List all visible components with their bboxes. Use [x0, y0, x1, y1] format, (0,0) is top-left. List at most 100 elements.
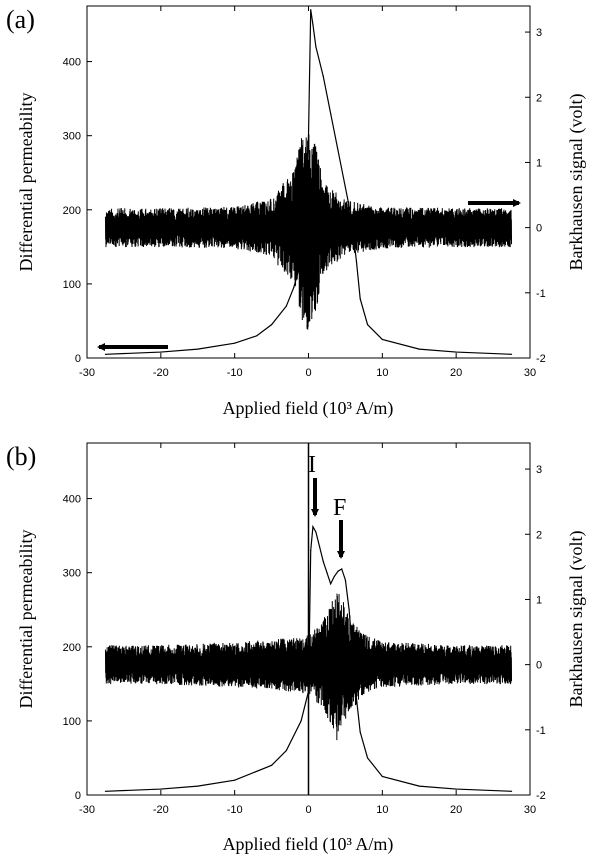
- permeability-point: [104, 790, 107, 792]
- permeability-point: [510, 353, 513, 355]
- x-tick-label: 10: [376, 804, 388, 816]
- y2-tick-label: 0: [536, 223, 542, 235]
- permeability-point: [285, 305, 287, 307]
- permeability-point: [333, 575, 335, 577]
- permeability-point: [355, 261, 358, 263]
- permeability-point: [293, 287, 295, 289]
- permeability-point: [310, 549, 312, 552]
- x-tick-label: 10: [376, 367, 388, 379]
- permeability-point: [381, 775, 383, 778]
- y2-tick-label: -2: [536, 790, 546, 802]
- y-tick-label: 400: [63, 57, 81, 69]
- permeability-point: [300, 720, 302, 722]
- y2-tick-label: 2: [536, 92, 542, 104]
- y-tick-label: 400: [63, 494, 81, 506]
- permeability-curve: [104, 9, 513, 355]
- y2-axis-title: Barkhausen signal (volt): [566, 531, 587, 708]
- x-axis-title: Applied field (10³ A/m): [223, 398, 394, 419]
- panel-label: (a): [6, 5, 35, 34]
- permeability-point: [310, 9, 312, 11]
- permeability-point: [344, 186, 347, 189]
- x-tick-label: -20: [153, 367, 169, 379]
- y-tick-label: 300: [63, 568, 81, 580]
- x-tick-label: -30: [79, 804, 95, 816]
- x-tick-label: -30: [79, 367, 95, 379]
- y-tick-label: 0: [75, 790, 81, 802]
- y-tick-label: 300: [63, 131, 81, 143]
- permeability-point: [160, 351, 162, 353]
- permeability-point: [304, 216, 306, 218]
- permeability-point: [234, 342, 236, 344]
- permeability-point: [510, 790, 513, 792]
- permeability-point: [330, 583, 332, 585]
- permeability-point: [315, 531, 317, 533]
- x-tick-label: -10: [227, 367, 243, 379]
- permeability-line: [105, 9, 512, 355]
- y2-tick-label: 1: [536, 157, 542, 169]
- permeability-point: [104, 353, 107, 355]
- barkhausen-signal: [104, 134, 513, 330]
- annotation-I: I: [308, 452, 316, 478]
- x-tick-label: 0: [305, 804, 311, 816]
- permeability-line: [105, 524, 512, 792]
- barkhausen-signal-trace: [104, 134, 513, 330]
- permeability-point: [270, 764, 273, 766]
- permeability-point: [350, 216, 352, 218]
- permeability-point: [359, 298, 361, 300]
- y-tick-label: 0: [75, 353, 81, 365]
- permeability-point: [285, 749, 287, 752]
- permeability-point: [160, 788, 162, 790]
- permeability-point: [455, 788, 457, 790]
- permeability-point: [234, 779, 236, 781]
- permeability-point: [352, 653, 354, 655]
- permeability-point: [418, 785, 420, 787]
- x-tick-label: 20: [450, 367, 462, 379]
- y2-tick-label: 0: [536, 660, 542, 672]
- permeability-point: [359, 731, 361, 733]
- permeability-point: [318, 546, 321, 548]
- x-tick-label: 30: [524, 804, 536, 816]
- permeability-point: [322, 560, 324, 563]
- permeability-point: [366, 757, 369, 759]
- permeability-point: [418, 348, 420, 350]
- y2-tick-label: -1: [536, 288, 546, 300]
- permeability-point: [326, 572, 328, 574]
- permeability-point: [315, 46, 317, 48]
- permeability-point: [355, 698, 358, 700]
- y2-tick-label: 3: [536, 464, 542, 476]
- y-axis-title: Differential permeability: [16, 92, 36, 271]
- y-axis-title: Differential permeability: [16, 529, 36, 708]
- permeability-point: [312, 23, 314, 26]
- y2-tick-label: 1: [536, 594, 542, 606]
- permeability-point: [455, 351, 457, 353]
- permeability-point: [366, 324, 369, 326]
- x-tick-label: 30: [524, 367, 536, 379]
- permeability-point: [337, 570, 339, 572]
- permeability-point: [312, 526, 314, 528]
- annotation-F: F: [333, 495, 346, 521]
- y-tick-label: 200: [63, 642, 81, 654]
- x-tick-label: -10: [227, 804, 243, 816]
- y-tick-label: 100: [63, 716, 81, 728]
- permeability-point: [300, 261, 302, 263]
- permeability-point: [344, 579, 347, 581]
- permeability-point: [256, 335, 258, 337]
- permeability-point: [330, 112, 332, 115]
- y2-tick-label: -2: [536, 353, 546, 365]
- permeability-point: [341, 568, 343, 570]
- permeability-point: [348, 609, 350, 611]
- y-tick-label: 200: [63, 205, 81, 217]
- y2-tick-label: 3: [536, 27, 542, 39]
- permeability-point: [381, 338, 383, 341]
- permeability-point: [197, 348, 199, 350]
- permeability-point: [307, 135, 310, 137]
- permeability-point: [270, 324, 273, 326]
- permeability-curve: [104, 443, 513, 795]
- x-tick-label: 20: [450, 804, 462, 816]
- x-tick-label: 0: [305, 367, 311, 379]
- y2-tick-label: 2: [536, 529, 542, 541]
- y2-tick-label: -1: [536, 725, 546, 737]
